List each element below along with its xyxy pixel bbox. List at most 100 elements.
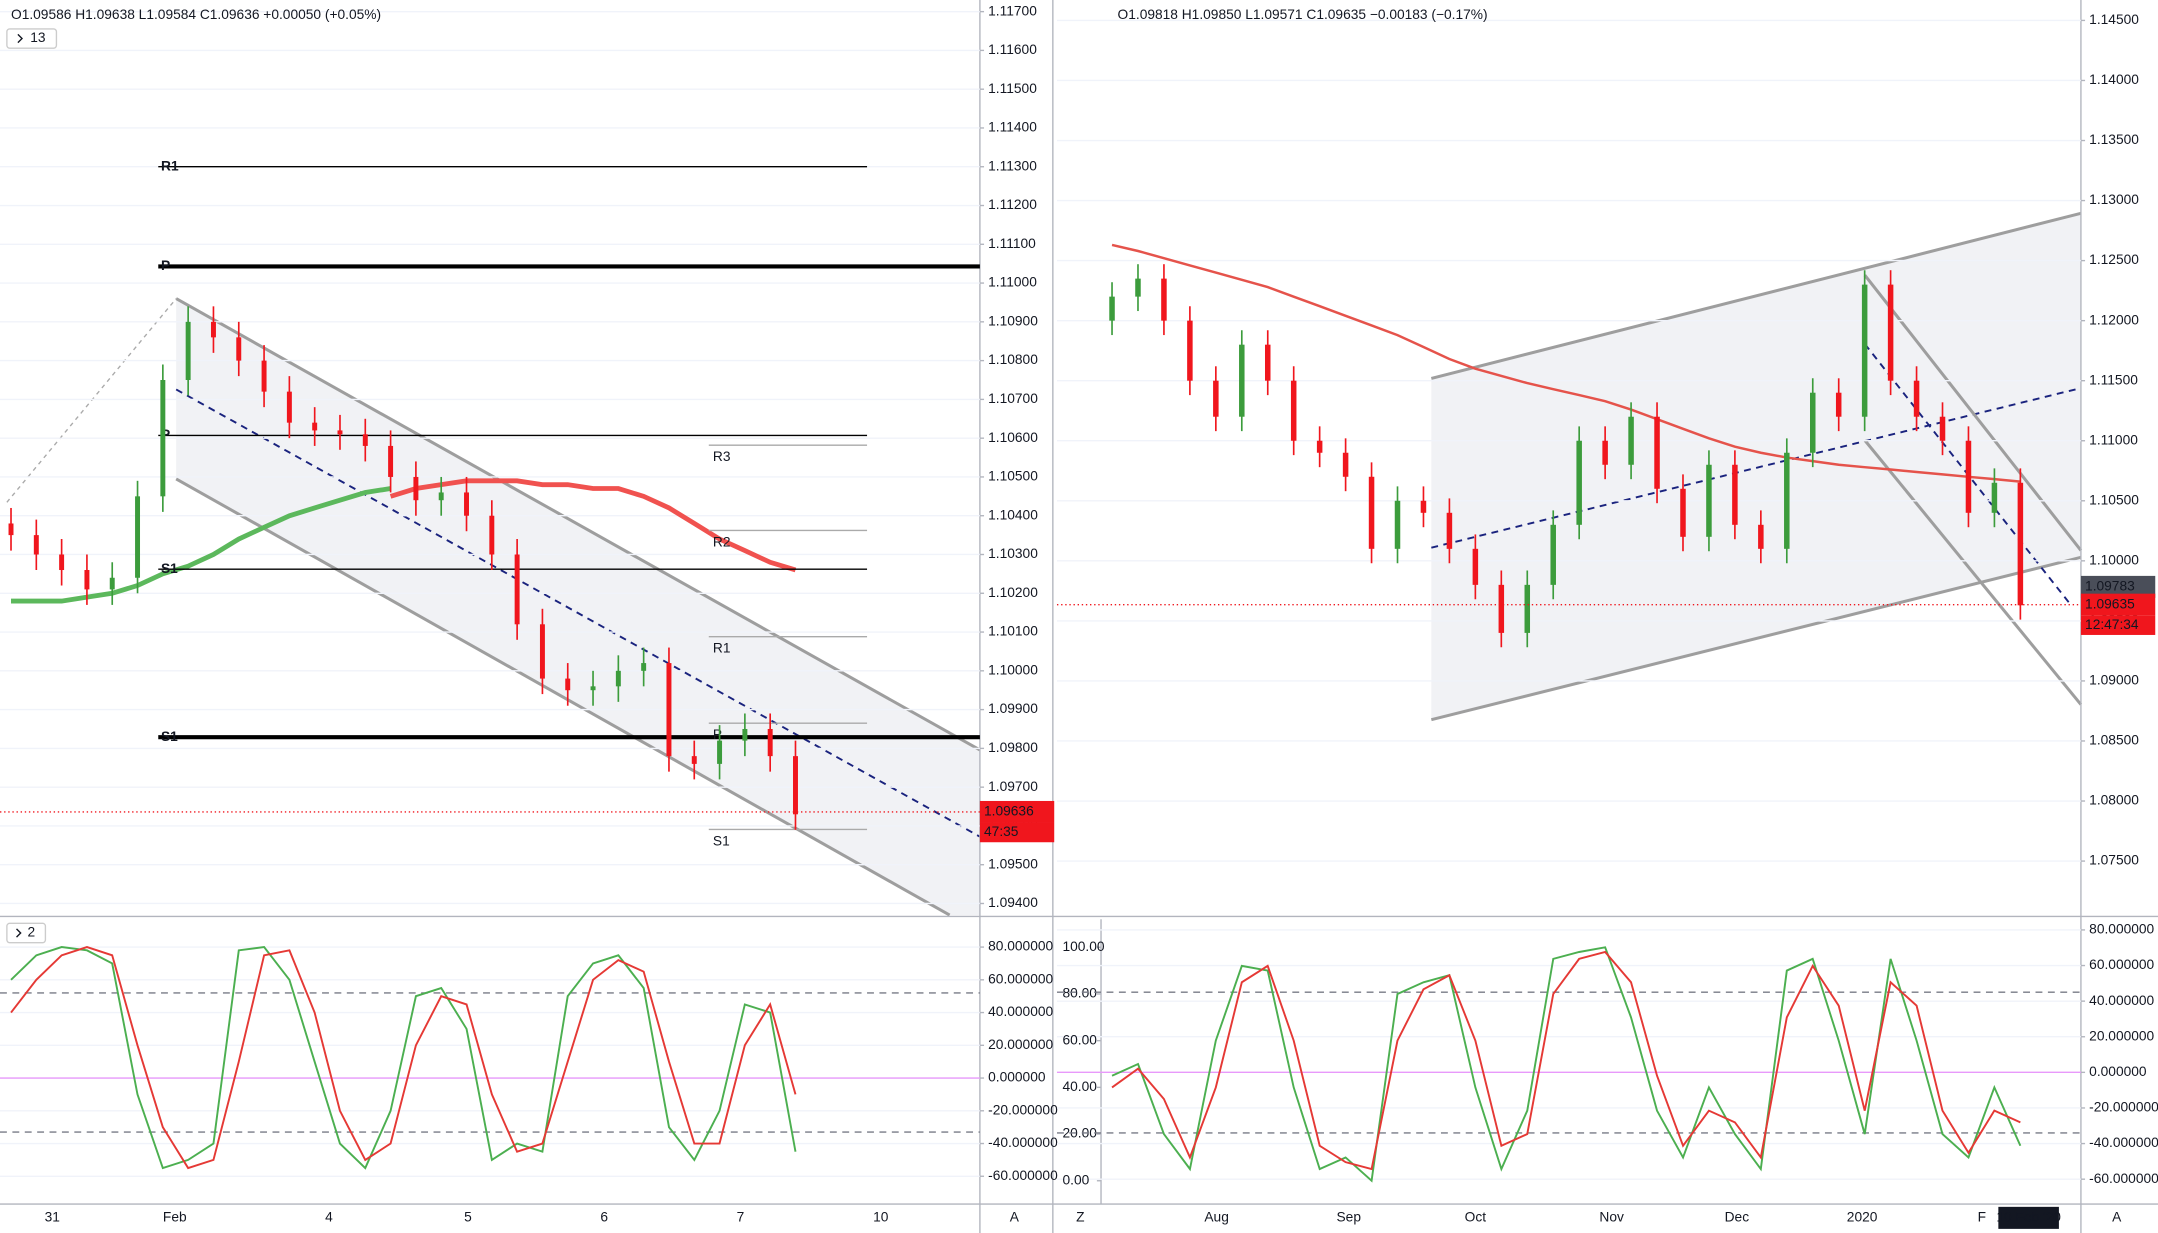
trend-line	[6, 298, 177, 503]
x-tick-label: 5	[464, 1210, 472, 1225]
y2-tick-label: 40.00	[1062, 1079, 1097, 1094]
candle-body	[1602, 440, 1608, 465]
y-tick-label: 1.12000	[2089, 312, 2139, 327]
candle-body	[261, 360, 267, 392]
ohlc-legend: O1.09818 H1.09850 L1.09571 C1.09635 −0.0…	[1118, 7, 1488, 22]
auto-scale-button[interactable]: A	[2112, 1210, 2122, 1225]
y-tick-label: 1.10000	[2089, 552, 2139, 567]
candle-body	[59, 554, 65, 571]
y2-tick-label: 0.00	[1062, 1172, 1089, 1187]
indicator-toggle[interactable]	[6, 922, 47, 944]
y-tick-label: 1.10300	[988, 546, 1038, 561]
candle-body	[1550, 524, 1556, 585]
y-tick-label: 1.11600	[988, 42, 1037, 57]
candle-body	[438, 492, 444, 501]
x-tick-label: 7	[737, 1210, 745, 1225]
candle-body	[1654, 416, 1660, 489]
candle-body	[1784, 452, 1790, 549]
candle-body	[2017, 482, 2024, 606]
indicator-toggle[interactable]	[6, 28, 58, 49]
pivot-label: P	[161, 427, 170, 442]
candle-body	[210, 321, 216, 338]
oscillator-line	[10, 946, 797, 1170]
y-tick-label: 1.09000	[2089, 673, 2139, 688]
candle-body	[1239, 344, 1245, 417]
oscillator-line	[10, 946, 797, 1170]
candle-body	[565, 678, 571, 691]
y-tick-label: 1.09400	[988, 895, 1038, 910]
candle-body	[1316, 440, 1323, 453]
y-tick-label: 1.11500	[988, 81, 1037, 96]
candle-body	[1524, 584, 1531, 633]
pivot-label: P	[161, 258, 170, 273]
candle-body	[590, 686, 596, 691]
y-tick-label: 1.10100	[988, 624, 1038, 639]
ohlc-legend: O1.09586 H1.09638 L1.09584 C1.09636 +0.0…	[11, 7, 381, 22]
y-tick-label: -40.000000	[2089, 1135, 2158, 1150]
candle-body	[666, 663, 672, 757]
x-tick-label: 4	[325, 1210, 333, 1225]
candle-body	[413, 476, 419, 501]
channel-line	[1863, 439, 2083, 706]
pivot-label: S1	[161, 561, 178, 576]
candle-body	[641, 663, 647, 671]
candle-body	[1706, 464, 1712, 537]
candle-body	[1290, 380, 1297, 441]
y-tick-label: 1.12500	[2089, 252, 2139, 267]
price-tag: 1.09783	[2085, 579, 2135, 594]
candle-body	[615, 670, 621, 687]
countdown: 12:47:34	[2085, 617, 2139, 632]
y-tick-label: 1.11000	[2089, 432, 2138, 447]
candle-body	[539, 624, 545, 679]
candle-body	[742, 728, 748, 741]
candle-body	[691, 756, 697, 764]
candle-body	[1913, 380, 1920, 417]
candle-body	[1576, 440, 1582, 525]
y-tick-label: 1.10400	[988, 507, 1038, 522]
cursor-date-bg	[1998, 1206, 2059, 1229]
price-tag: 1.09635	[2085, 596, 2135, 611]
y-tick-label: 1.11000	[988, 275, 1037, 290]
y-tick-label: 1.08000	[2089, 793, 2139, 808]
chevron-icon	[17, 33, 23, 44]
x-tick-label: Feb	[163, 1210, 187, 1225]
cursor-date: 10 Feb '20	[1996, 1210, 2061, 1225]
countdown-bg	[2080, 615, 2156, 635]
y-tick-label: -60.000000	[2089, 1171, 2158, 1186]
candle-body	[1498, 584, 1505, 633]
y-tick-label: 1.09900	[988, 701, 1038, 716]
candle-body	[1680, 488, 1686, 537]
auto-scale-button[interactable]: A	[1010, 1210, 1020, 1225]
price-tag-bg	[2080, 593, 2156, 616]
y-tick-label: 1.10500	[2089, 492, 2139, 507]
pivot-label: R3	[713, 449, 731, 464]
candle-body	[185, 321, 191, 381]
price-tag: 1.09636	[984, 804, 1034, 819]
y-tick-label: 1.11700	[988, 3, 1037, 18]
moving-average	[1111, 243, 2021, 483]
candle-body	[160, 380, 166, 497]
candle-body	[464, 492, 469, 516]
countdown: 47:35	[984, 824, 1019, 839]
oscillator-line	[1111, 950, 2021, 1171]
y-tick-label: 1.09500	[988, 856, 1038, 871]
candle-body	[1887, 284, 1894, 381]
y-tick-label: 80.000000	[988, 939, 1053, 954]
candle-body	[312, 422, 318, 431]
candle-body	[1809, 392, 1816, 453]
y-tick-label: -60.000000	[988, 1168, 1058, 1183]
y-tick-label: 1.13500	[2089, 132, 2139, 147]
y-tick-label: 20.000000	[988, 1037, 1053, 1052]
candle-body	[514, 554, 520, 625]
y-tick-label: 40.000000	[988, 1004, 1053, 1019]
zoom-button[interactable]: Z	[1076, 1210, 1084, 1225]
candle-body	[1991, 482, 1998, 513]
candle-body	[1187, 320, 1193, 381]
y-tick-label: 1.11300	[988, 158, 1037, 173]
channel-fill	[1431, 213, 2081, 720]
pivot-label: S1	[713, 833, 730, 848]
countdown-bg	[979, 822, 1055, 843]
x-tick-label: 10	[873, 1210, 889, 1225]
pivot-label: S1	[161, 729, 178, 744]
